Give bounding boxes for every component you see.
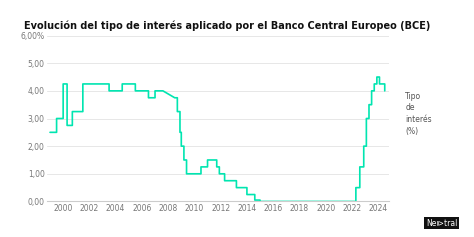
Text: Tipo
de
interés
(%): Tipo de interés (%) <box>405 91 432 136</box>
Text: Ne⧐tral: Ne⧐tral <box>426 219 457 228</box>
Text: Evolución del tipo de interés aplicado por el Banco Central Europeo (BCE): Evolución del tipo de interés aplicado p… <box>24 20 430 31</box>
